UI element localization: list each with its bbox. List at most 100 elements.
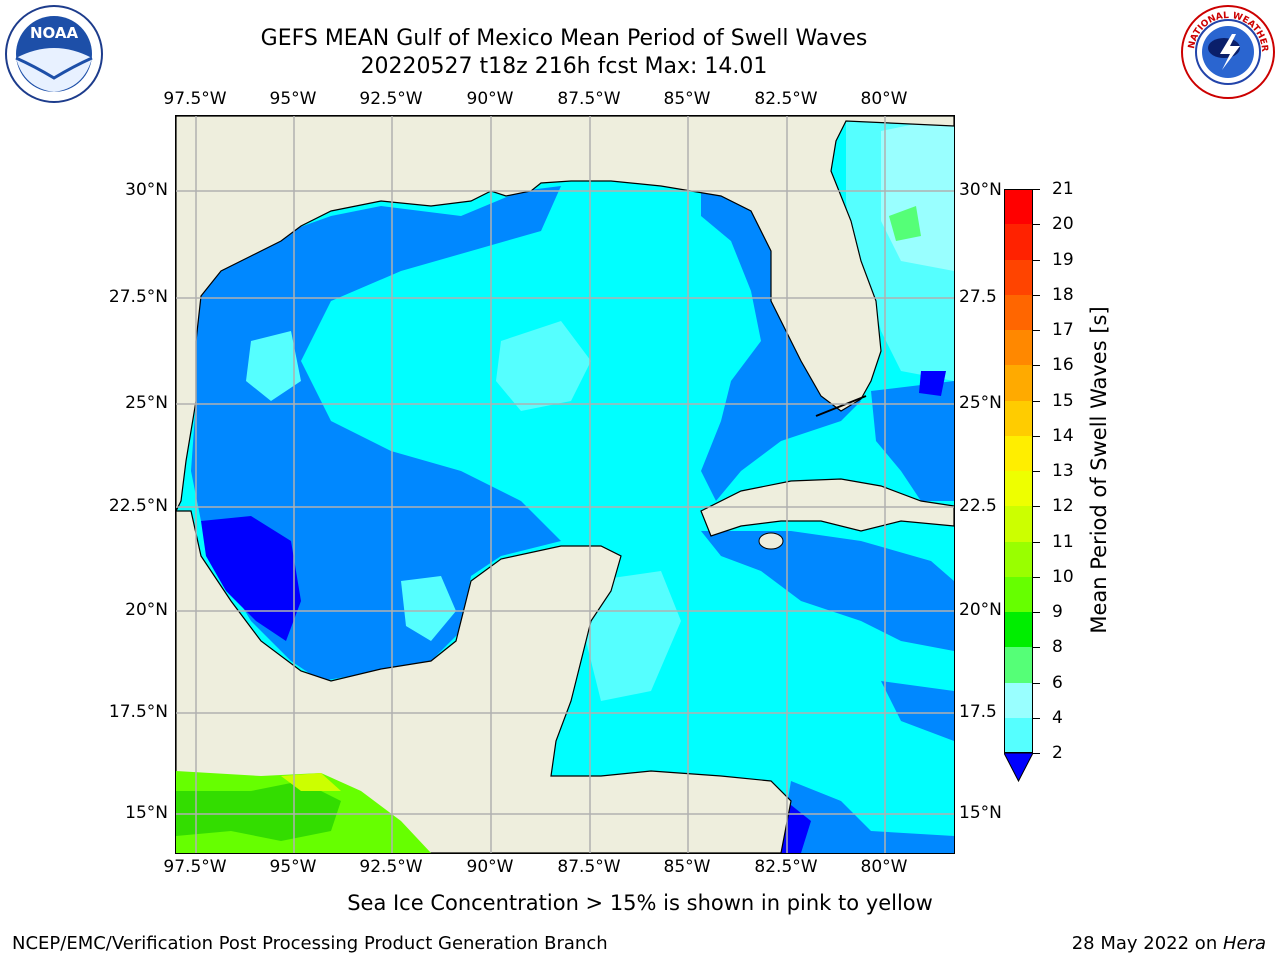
lon-label-bottom: 85°W (663, 857, 711, 877)
lon-label-top: 95°W (269, 89, 317, 109)
graticule (176, 116, 954, 853)
colorbar-tick-label: 16 (1052, 355, 1074, 376)
colorbar-segment (1004, 647, 1033, 683)
lat-label-left: 30°N (125, 180, 168, 200)
colorbar-tick-mark (1033, 330, 1040, 331)
footer-date-text: 28 May 2022 on (1071, 933, 1223, 954)
ocean-fill-2-4s-caribbean (881, 681, 954, 741)
colorbar (1004, 189, 1034, 783)
lat-label-left: 15°N (125, 803, 168, 823)
land-north-america (176, 116, 954, 512)
colorbar-tick-label: 6 (1052, 672, 1063, 693)
lat-label-right: 15°N (959, 803, 1002, 823)
colorbar-segment (1004, 365, 1033, 401)
isle-of-youth (758, 532, 784, 550)
lon-label-bottom: 82.5°W (754, 857, 818, 877)
lon-label-bottom: 80°W (860, 857, 908, 877)
colorbar-tick-label: 11 (1052, 531, 1074, 552)
nws-logo: NATIONAL WEATHER SERVICE (1177, 0, 1276, 104)
lat-label-right: 30°N (959, 180, 1002, 200)
lat-label-left: 27.5°N (108, 287, 168, 307)
colorbar-tick-mark (1033, 717, 1040, 719)
colorbar-segment (1004, 506, 1033, 542)
colorbar-tick-mark (1033, 506, 1040, 508)
colorbar-label: Mean Period of Swell Waves [s] (1087, 306, 1111, 634)
colorbar-tick-label: 12 (1052, 496, 1074, 517)
colorbar-segment (1004, 400, 1033, 437)
lat-label-left: 25°N (125, 393, 168, 413)
colorbar-tick-mark (1033, 576, 1040, 578)
ocean-fill-6-8s (496, 321, 591, 411)
pacific-fill-12-13s (281, 773, 341, 791)
colorbar-tick-label: 20 (1052, 214, 1074, 235)
colorbar-tick-label: 2 (1052, 743, 1063, 763)
colorbar-segment (1004, 576, 1033, 613)
florida-keys (815, 395, 867, 417)
colorbar-tick-label: 9 (1052, 602, 1063, 622)
ocean-fill-2-4s-south (781, 781, 954, 853)
ocean-fill-2-4s-east (701, 191, 861, 501)
map-subtitle: 20220527 t18z 216h fcst Max: 14.01 (360, 54, 768, 79)
lon-label-bottom: 95°W (269, 857, 317, 877)
colorbar-tick-mark (1033, 189, 1040, 190)
lon-label-top: 90°W (466, 89, 514, 109)
footer-credit: NCEP/EMC/Verification Post Processing Pr… (12, 933, 608, 954)
colorbar-tick-mark (1033, 471, 1040, 472)
colorbar-tick-label: 4 (1052, 707, 1063, 728)
colorbar-tick-label: 18 (1052, 284, 1074, 305)
colorbar-tick-mark (1033, 682, 1040, 684)
footer-machine: Hera (1222, 933, 1266, 954)
lat-label-right: 25°N (959, 393, 1002, 413)
colorbar-segment (1004, 682, 1033, 719)
colorbar-segment (1004, 435, 1033, 472)
lon-label-top: 80°W (860, 89, 908, 109)
lat-label-right: 22.5 (959, 496, 997, 516)
colorbar-tick-label: 21 (1052, 179, 1074, 199)
colorbar-tick-label: 8 (1052, 637, 1063, 658)
colorbar-segment (1004, 717, 1033, 754)
colorbar-tick-mark (1033, 224, 1040, 226)
footer-date: 28 May 2022 on Hera (1072, 933, 1266, 954)
ocean-fill-6-8s (246, 331, 301, 401)
colorbar-segment (1004, 471, 1033, 507)
svg-text:NOAA: NOAA (30, 24, 79, 42)
ocean-fill-lt2s-bahamas (919, 371, 946, 396)
colorbar-tick-label: 15 (1052, 390, 1074, 411)
lat-label-right: 20°N (959, 600, 1002, 620)
lon-label-top: 82.5°W (754, 89, 818, 109)
lat-label-left: 22.5°N (108, 496, 168, 516)
ocean-fill-9-10s-atlantic (889, 206, 921, 241)
colorbar-tick-mark (1033, 259, 1040, 261)
sea-ice-note: Sea Ice Concentration > 15% is shown in … (347, 891, 933, 915)
colorbar-outline (1004, 189, 1033, 753)
swell-period-field (176, 116, 954, 853)
colorbar-tick-label: 13 (1052, 461, 1074, 481)
lon-label-top: 92.5°W (359, 89, 423, 109)
colorbar-segment (1004, 294, 1033, 331)
colorbar-tick-mark (1033, 541, 1040, 543)
colorbar-segment (1004, 189, 1033, 225)
ocean-fill-6-8s (586, 571, 681, 701)
colorbar-segment (1004, 259, 1033, 296)
colorbar-segment (1004, 612, 1033, 648)
lat-label-right: 27.5 (959, 287, 997, 307)
lon-label-top: 87.5°W (557, 89, 621, 109)
lat-label-right: 17.5 (959, 702, 997, 722)
ocean-fill-2-4s-bahamas (871, 381, 954, 501)
map-title: GEFS MEAN Gulf of Mexico Mean Period of … (260, 26, 868, 51)
lat-label-left: 17.5°N (108, 702, 168, 722)
map-panel (175, 115, 955, 854)
colorbar-tick-mark (1033, 753, 1040, 754)
lat-label-left: 20°N (125, 600, 168, 620)
lon-label-bottom: 97.5°W (163, 857, 227, 877)
lon-label-bottom: 90°W (466, 857, 514, 877)
colorbar-tick-mark (1033, 647, 1040, 649)
colorbar-tick-label: 17 (1052, 320, 1074, 340)
colorbar-tick-mark (1033, 400, 1040, 402)
colorbar-segment (1004, 330, 1033, 366)
colorbar-tick-mark (1033, 435, 1040, 437)
colorbar-tick-mark (1033, 294, 1040, 296)
colorbar-tick-label: 10 (1052, 566, 1074, 587)
ocean-fill-2-4s-caribbean (701, 531, 954, 651)
colorbar-extend-triangle (1004, 753, 1034, 783)
